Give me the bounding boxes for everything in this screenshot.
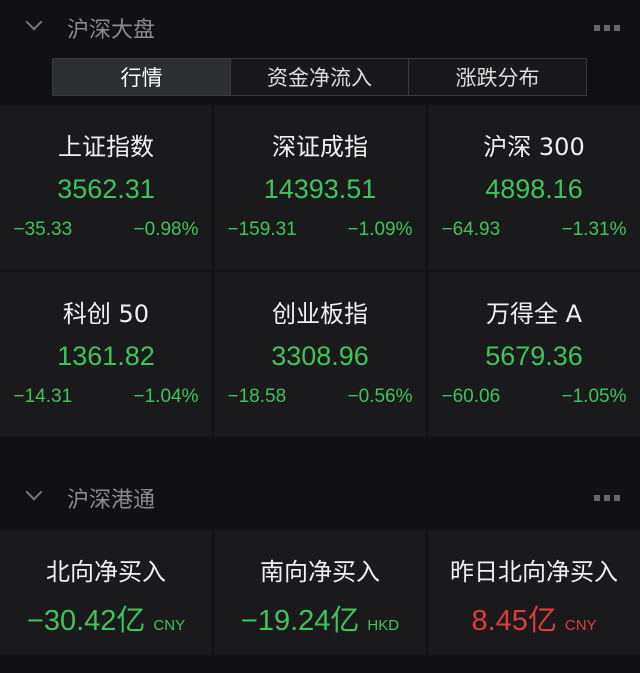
index-change: −64.93 <box>441 219 501 240</box>
index-change-pct: −1.09% <box>347 219 413 240</box>
index-change-pct: −0.56% <box>347 386 413 407</box>
index-value: 1361.82 <box>57 341 155 371</box>
more-icon[interactable] <box>594 25 620 31</box>
flow-currency: HKD <box>367 617 400 634</box>
index-change: −18.58 <box>227 386 287 407</box>
section-title: 沪深大盘 <box>67 18 156 43</box>
index-card[interactable]: 万得全 A 5679.36 −60.06 −1.05% <box>428 272 640 437</box>
index-value: 5679.36 <box>485 341 583 371</box>
flow-name: 昨日北向净买入 <box>450 558 618 586</box>
tab-quotes[interactable]: 行情 <box>53 59 231 95</box>
index-value: 3308.96 <box>271 341 369 371</box>
flow-card[interactable]: 北向净买入 −30.42亿 CNY <box>0 530 212 655</box>
index-card[interactable]: 深证成指 14393.51 −159.31 −1.09% <box>214 105 426 270</box>
chevron-down-icon[interactable] <box>25 483 43 501</box>
chevron-down-icon[interactable] <box>25 13 43 31</box>
section-header-connect[interactable]: 沪深港通 <box>0 472 640 524</box>
tab-distribution[interactable]: 涨跌分布 <box>455 66 540 90</box>
section-header-market[interactable]: 沪深大盘 <box>0 2 640 54</box>
index-value: 14393.51 <box>263 174 377 204</box>
flow-currency: CNY <box>153 617 186 634</box>
flow-value: 8.45亿 <box>471 605 557 637</box>
index-change-pct: −1.04% <box>133 386 199 407</box>
more-icon[interactable] <box>594 495 620 501</box>
flow-card[interactable]: 南向净买入 −19.24亿 HKD <box>214 530 426 655</box>
index-value: 3562.31 <box>57 174 155 204</box>
index-change: −35.33 <box>13 219 73 240</box>
index-change-pct: −1.31% <box>561 219 627 240</box>
index-change: −60.06 <box>441 386 501 407</box>
flow-grid: 北向净买入 −30.42亿 CNY 南向净买入 −19.24亿 HKD 昨日北向净买… <box>0 530 640 655</box>
index-change-pct: −1.05% <box>561 386 627 407</box>
section-title: 沪深港通 <box>67 488 156 513</box>
flow-name: 北向净买入 <box>46 558 166 586</box>
index-name: 创业板指 <box>272 300 368 328</box>
flow-value: −30.42亿 <box>26 605 146 637</box>
flow-name: 南向净买入 <box>260 558 380 586</box>
index-card[interactable]: 上证指数 3562.31 −35.33 −0.98% <box>0 105 212 270</box>
flow-card[interactable]: 昨日北向净买入 8.45亿 CNY <box>428 530 640 655</box>
index-name: 万得全 A <box>485 300 583 328</box>
index-card[interactable]: 沪深 300 4898.16 −64.93 −1.31% <box>428 105 640 270</box>
index-name: 科创 50 <box>62 300 150 328</box>
index-change: −159.31 <box>227 219 297 240</box>
tab-net-inflow[interactable]: 资金净流入 <box>231 59 409 95</box>
flow-currency: CNY <box>564 617 597 634</box>
index-value: 4898.16 <box>485 174 583 204</box>
index-name: 上证指数 <box>58 133 154 161</box>
flow-value: −19.24亿 <box>240 605 360 637</box>
tab-bar: 行情 资金净流入 涨跌分布 <box>52 58 587 96</box>
index-card[interactable]: 科创 50 1361.82 −14.31 −1.04% <box>0 272 212 437</box>
index-name: 深证成指 <box>272 133 368 161</box>
index-name: 沪深 300 <box>483 133 585 161</box>
index-card[interactable]: 创业板指 3308.96 −18.58 −0.56% <box>214 272 426 437</box>
index-grid: 上证指数 3562.31 −35.33 −0.98% 深证成指 14393.51 … <box>0 105 640 437</box>
index-change: −14.31 <box>13 386 73 407</box>
index-change-pct: −0.98% <box>133 219 199 240</box>
